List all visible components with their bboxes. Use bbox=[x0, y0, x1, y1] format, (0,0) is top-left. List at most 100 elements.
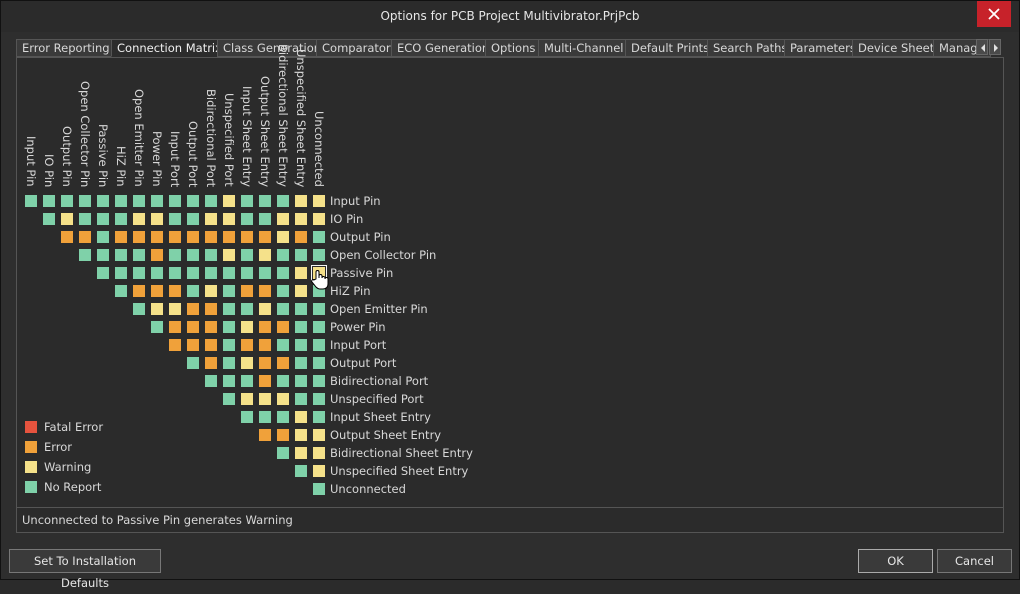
chevron-left-button[interactable] bbox=[976, 39, 988, 55]
tab-connection-matrix[interactable]: Connection Matrix bbox=[111, 39, 218, 57]
matrix-cell[interactable] bbox=[259, 393, 271, 405]
matrix-cell[interactable] bbox=[61, 213, 73, 225]
matrix-cell[interactable] bbox=[277, 393, 289, 405]
matrix-cell[interactable] bbox=[241, 195, 253, 207]
matrix-cell[interactable] bbox=[313, 357, 325, 369]
tab-options[interactable]: Options bbox=[485, 39, 539, 57]
matrix-cell[interactable] bbox=[151, 285, 163, 297]
matrix-cell[interactable] bbox=[277, 231, 289, 243]
matrix-cell[interactable] bbox=[223, 267, 235, 279]
matrix-cell[interactable] bbox=[205, 267, 217, 279]
matrix-cell[interactable] bbox=[295, 447, 307, 459]
matrix-cell[interactable] bbox=[205, 195, 217, 207]
matrix-cell[interactable] bbox=[295, 303, 307, 315]
matrix-cell[interactable] bbox=[169, 339, 181, 351]
matrix-cell[interactable] bbox=[169, 303, 181, 315]
matrix-cell[interactable] bbox=[97, 249, 109, 261]
matrix-cell[interactable] bbox=[115, 285, 127, 297]
matrix-cell[interactable] bbox=[151, 231, 163, 243]
matrix-cell[interactable] bbox=[277, 321, 289, 333]
matrix-cell[interactable] bbox=[133, 213, 145, 225]
matrix-cell[interactable] bbox=[295, 339, 307, 351]
matrix-cell[interactable] bbox=[133, 285, 145, 297]
matrix-cell[interactable] bbox=[259, 195, 271, 207]
matrix-cell[interactable] bbox=[295, 375, 307, 387]
matrix-cell[interactable] bbox=[79, 213, 91, 225]
matrix-cell[interactable] bbox=[241, 213, 253, 225]
matrix-cell[interactable] bbox=[295, 465, 307, 477]
matrix-cell[interactable] bbox=[115, 213, 127, 225]
matrix-cell[interactable] bbox=[187, 249, 199, 261]
matrix-cell[interactable] bbox=[223, 303, 235, 315]
matrix-cell[interactable] bbox=[313, 339, 325, 351]
matrix-cell[interactable] bbox=[97, 195, 109, 207]
matrix-cell[interactable] bbox=[313, 447, 325, 459]
ok-button[interactable]: OK bbox=[858, 549, 933, 573]
matrix-cell[interactable] bbox=[277, 249, 289, 261]
matrix-cell[interactable] bbox=[223, 393, 235, 405]
matrix-cell[interactable] bbox=[133, 249, 145, 261]
matrix-cell[interactable] bbox=[187, 357, 199, 369]
matrix-cell[interactable] bbox=[259, 213, 271, 225]
matrix-cell[interactable] bbox=[25, 195, 37, 207]
matrix-cell[interactable] bbox=[223, 321, 235, 333]
matrix-cell[interactable] bbox=[115, 231, 127, 243]
matrix-cell[interactable] bbox=[259, 429, 271, 441]
matrix-cell[interactable] bbox=[313, 249, 325, 261]
matrix-cell[interactable] bbox=[295, 285, 307, 297]
matrix-cell[interactable] bbox=[151, 267, 163, 279]
matrix-cell[interactable] bbox=[241, 411, 253, 423]
matrix-cell[interactable] bbox=[223, 231, 235, 243]
matrix-cell[interactable] bbox=[241, 285, 253, 297]
matrix-cell[interactable] bbox=[241, 249, 253, 261]
matrix-cell[interactable] bbox=[79, 195, 91, 207]
matrix-cell[interactable] bbox=[115, 249, 127, 261]
tab-comparator[interactable]: Comparator bbox=[316, 39, 392, 57]
tab-class-generation[interactable]: Class Generation bbox=[217, 39, 317, 57]
matrix-cell[interactable] bbox=[169, 267, 181, 279]
matrix-cell[interactable] bbox=[241, 231, 253, 243]
matrix-cell[interactable] bbox=[313, 231, 325, 243]
matrix-cell[interactable] bbox=[115, 195, 127, 207]
matrix-cell[interactable] bbox=[259, 411, 271, 423]
matrix-cell[interactable] bbox=[277, 429, 289, 441]
matrix-cell[interactable] bbox=[241, 303, 253, 315]
matrix-cell[interactable] bbox=[313, 213, 325, 225]
matrix-cell[interactable] bbox=[205, 285, 217, 297]
matrix-cell[interactable] bbox=[313, 411, 325, 423]
tab-error-reporting[interactable]: Error Reporting bbox=[16, 39, 112, 57]
matrix-cell[interactable] bbox=[187, 213, 199, 225]
matrix-cell[interactable] bbox=[151, 195, 163, 207]
matrix-cell[interactable] bbox=[151, 321, 163, 333]
tab-parameters[interactable]: Parameters bbox=[784, 39, 853, 57]
matrix-cell[interactable] bbox=[259, 267, 271, 279]
matrix-cell[interactable] bbox=[259, 285, 271, 297]
matrix-cell[interactable] bbox=[205, 339, 217, 351]
matrix-cell[interactable] bbox=[259, 375, 271, 387]
matrix-cell[interactable] bbox=[277, 357, 289, 369]
matrix-cell[interactable] bbox=[61, 195, 73, 207]
matrix-cell[interactable] bbox=[259, 249, 271, 261]
matrix-cell[interactable] bbox=[133, 267, 145, 279]
matrix-cell[interactable] bbox=[313, 375, 325, 387]
matrix-cell[interactable] bbox=[295, 357, 307, 369]
matrix-cell[interactable] bbox=[79, 231, 91, 243]
tab-device-sheets[interactable]: Device Sheets bbox=[852, 39, 934, 57]
matrix-cell[interactable] bbox=[223, 195, 235, 207]
matrix-cell[interactable] bbox=[277, 285, 289, 297]
matrix-cell[interactable] bbox=[241, 339, 253, 351]
matrix-cell[interactable] bbox=[313, 429, 325, 441]
matrix-cell[interactable] bbox=[277, 447, 289, 459]
matrix-cell[interactable] bbox=[151, 303, 163, 315]
matrix-cell[interactable] bbox=[97, 213, 109, 225]
cancel-button[interactable]: Cancel bbox=[937, 549, 1012, 573]
matrix-cell[interactable] bbox=[277, 411, 289, 423]
matrix-cell[interactable] bbox=[97, 231, 109, 243]
tab-eco-generation[interactable]: ECO Generation bbox=[391, 39, 486, 57]
matrix-cell[interactable] bbox=[313, 393, 325, 405]
matrix-cell[interactable] bbox=[259, 303, 271, 315]
matrix-cell[interactable] bbox=[187, 339, 199, 351]
matrix-cell[interactable] bbox=[205, 321, 217, 333]
matrix-cell[interactable] bbox=[259, 339, 271, 351]
matrix-cell[interactable] bbox=[241, 267, 253, 279]
